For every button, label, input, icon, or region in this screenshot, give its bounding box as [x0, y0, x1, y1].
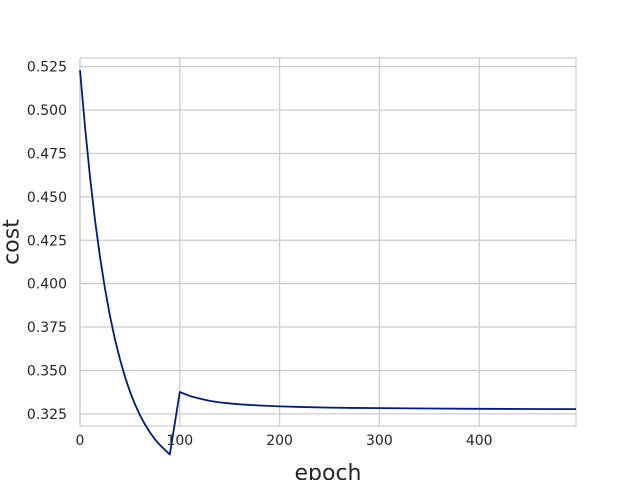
x-tick-label-0: 0	[76, 433, 85, 449]
y-tick-label-8: 0.525	[27, 60, 67, 76]
x-tick-labels: 0 100 200 300 400	[76, 433, 493, 449]
y-tick-label-6: 0.475	[27, 146, 67, 162]
series-lines	[79, 70, 577, 456]
x-tick-label-3: 300	[366, 433, 393, 449]
y-tick-label-4: 0.425	[27, 233, 67, 249]
y-tick-label-3: 0.400	[27, 277, 67, 293]
series-line-0	[79, 70, 577, 456]
y-tick-label-0: 0.325	[27, 407, 67, 423]
y-tick-label-5: 0.450	[27, 190, 67, 206]
y-tick-label-1: 0.350	[27, 363, 67, 379]
plot-area-frame	[79, 57, 577, 427]
grid	[79, 58, 576, 426]
x-tick-label-1: 100	[166, 433, 193, 449]
x-tick-label-2: 200	[266, 433, 293, 449]
y-tick-labels: 0.325 0.350 0.375 0.400 0.425 0.450 0.475 0.500…	[27, 60, 67, 423]
x-axis-label: epoch	[295, 461, 362, 480]
y-tick-label-7: 0.500	[27, 103, 67, 119]
x-tick-label-4: 400	[466, 433, 493, 449]
y-axis-label: cost	[0, 219, 25, 265]
y-tick-label-2: 0.375	[27, 320, 67, 336]
